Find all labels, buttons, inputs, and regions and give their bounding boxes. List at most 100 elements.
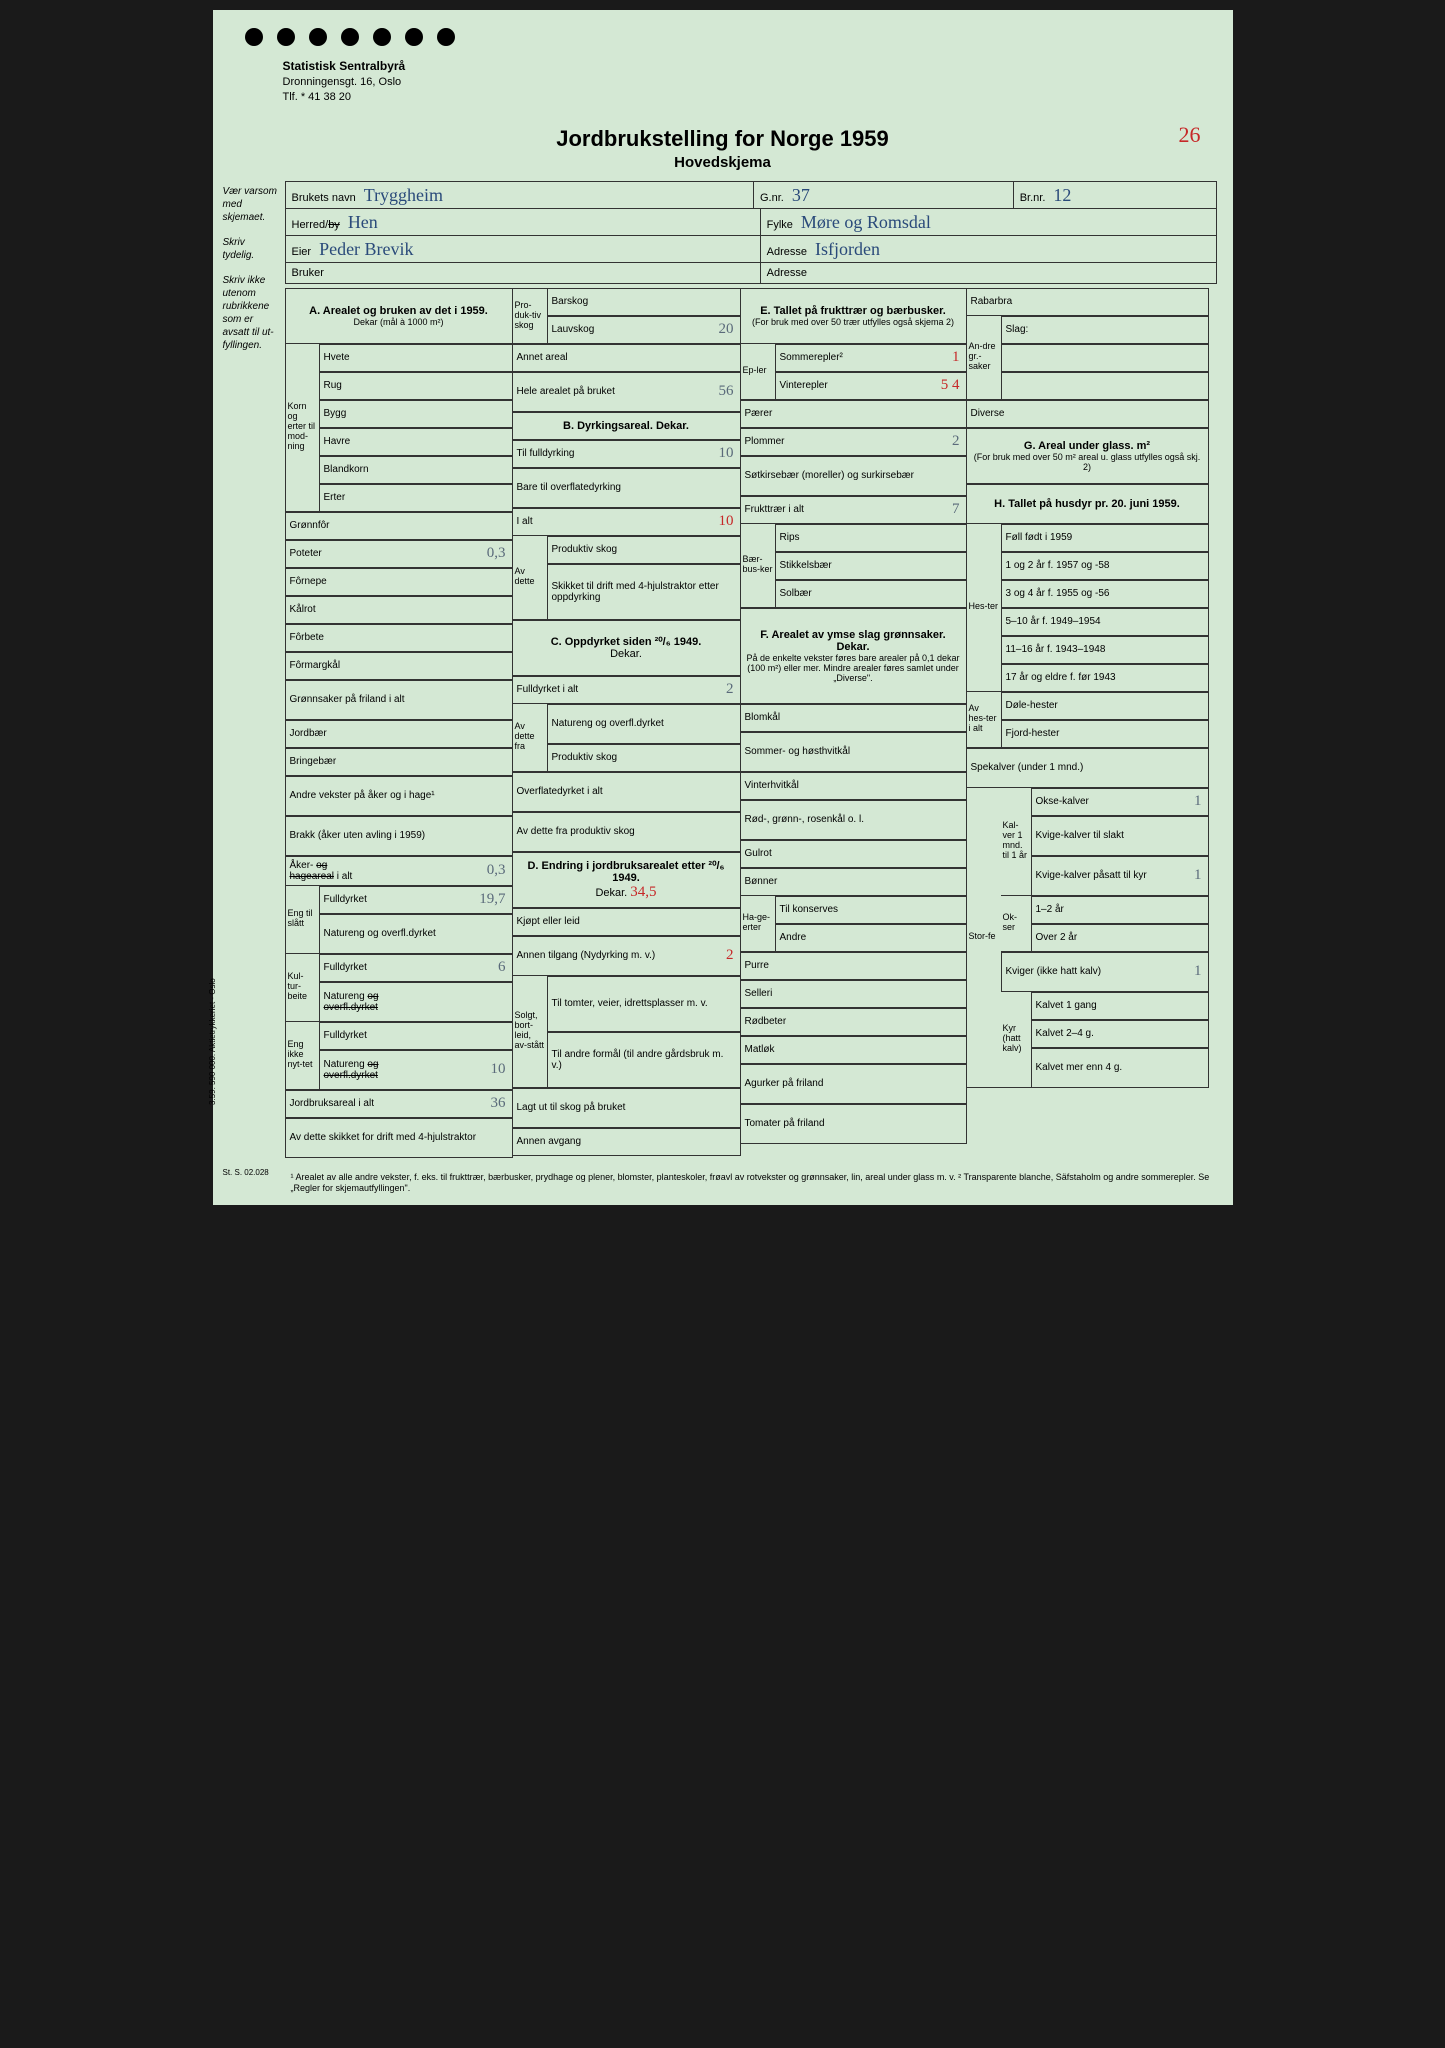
kulturbeite-label: Kul-tur-beite <box>285 954 319 1022</box>
row-gronnsaker: Grønnsaker på friland i alt <box>285 680 513 720</box>
brnr-value: 12 <box>1053 186 1071 204</box>
section-c-title: C. Oppdyrket siden ²⁰/₆ 1949. Dekar. <box>513 620 741 676</box>
row-c-full: Fulldyrket i alt2 <box>513 676 741 704</box>
kalver-label: Kal-ver 1 mnd. til 1 år <box>1001 788 1031 896</box>
row-sommerepler: Sommerepler²1 <box>775 344 967 372</box>
column-a: A. Arealet og bruken av det i 1959. Deka… <box>285 288 513 1158</box>
field-label: G.nr. <box>760 192 784 204</box>
row-dole: Døle-hester <box>1001 692 1209 720</box>
row-k1: Kalvet 1 gang <box>1031 992 1209 1020</box>
column-ef: E. Tallet på frukttrær og bærbusker. (Fo… <box>741 288 967 1158</box>
form-number: St. S. 02.028 <box>223 1168 269 1177</box>
form-page: Statistisk Sentralbyrå Dronningensgt. 16… <box>213 10 1233 1205</box>
section-b-title: B. Dyrkingsareal. Dekar. <box>513 412 741 440</box>
row-ein-nat: Natureng ogoverfl.dyrket10 <box>319 1050 513 1090</box>
row-kjopt: Kjøpt eller leid <box>513 908 741 936</box>
baer-label: Bær-bus-ker <box>741 524 775 608</box>
row-foll: Føll født i 1959 <box>1001 524 1209 552</box>
row-havre: Havre <box>319 428 513 456</box>
row-fjord: Fjord-hester <box>1001 720 1209 748</box>
field-label: Brukets navn <box>292 192 356 204</box>
row-konserves: Til konserves <box>775 896 967 924</box>
row-slag: Slag: <box>1001 316 1209 344</box>
footnote: ¹ Arealet av alle andre vekster, f. eks.… <box>213 1166 1233 1205</box>
gnr-value: 37 <box>792 186 810 204</box>
punch-holes <box>213 10 1233 54</box>
row-kvige-slakt: Kvige-kalver til slakt <box>1031 816 1209 856</box>
section-g-title: G. Areal under glass. m² (For bruk med o… <box>967 428 1209 484</box>
row-kb-full: Fulldyrket6 <box>319 954 513 982</box>
row-blandkorn: Blandkorn <box>319 456 513 484</box>
row-kviger: Kviger (ikke hatt kalv)1 <box>1001 952 1209 992</box>
row-spekalver: Spekalver (under 1 mnd.) <box>967 748 1209 788</box>
row-c-overfl: Overflatedyrket i alt <box>513 772 741 812</box>
row-rabarbra: Rabarbra <box>967 288 1209 316</box>
row-h2: 3 og 4 år f. 1955 og -56 <box>1001 580 1209 608</box>
row-formal: Til andre formål (til andre gårdsbruk m.… <box>547 1032 741 1088</box>
row-lauvskog: Lauvskog20 <box>547 316 741 344</box>
row-c-avprod: Av dette fra produktiv skog <box>513 812 741 852</box>
row-ein-full: Fulldyrket <box>319 1022 513 1050</box>
row-c-nat: Natureng og overfl.dyrket <box>547 704 741 744</box>
row-rod: Rød-, grønn-, rosenkål o. l. <box>741 800 967 840</box>
section-d-title: D. Endring i jordbruksarealet etter ²⁰/₆… <box>513 852 741 908</box>
row-rug: Rug <box>319 372 513 400</box>
andregr-label: An-dre gr.-saker <box>967 316 1001 400</box>
row-solbaer: Solbær <box>775 580 967 608</box>
row-h5: 17 år og eldre f. før 1943 <box>1001 664 1209 692</box>
row-formargkal: Fôrmargkål <box>285 652 513 680</box>
row-c-prod: Produktiv skog <box>547 744 741 772</box>
brukets-navn-value: Tryggheim <box>364 186 443 204</box>
row-matlok: Matløk <box>741 1036 967 1064</box>
row-plommer: Plommer2 <box>741 428 967 456</box>
row-vinter: Vinterhvitkål <box>741 772 967 800</box>
adresse-value: Isfjorden <box>815 240 880 258</box>
row-bare: Bare til overflatedyrking <box>513 468 741 508</box>
epler-label: Ep-ler <box>741 344 775 400</box>
column-b: Pro-duk-tiv skog Barskog Lauvskog20 Anne… <box>513 288 741 1158</box>
row-forbete: Fôrbete <box>285 624 513 652</box>
avdette-label: Av dette <box>513 536 547 620</box>
row-brakk: Brakk (åker uten avling i 1959) <box>285 816 513 856</box>
row-lagtskog: Lagt ut til skog på bruket <box>513 1088 741 1128</box>
eier-value: Peder Brevik <box>319 240 413 258</box>
margin-notes: Vær varsom med skjemaet. Skriv tydelig. … <box>223 181 279 1158</box>
kyr-label: Kyr (hatt kalv) <box>1001 992 1031 1088</box>
row-fulldyrket: Fulldyrket19,7 <box>319 886 513 914</box>
row-natureng: Natureng og overfl.dyrket <box>319 914 513 954</box>
row-rips: Rips <box>775 524 967 552</box>
section-a-sub: Dekar (mål à 1000 m²) <box>353 317 443 327</box>
org-name: Statistisk Sentralbyrå <box>283 58 1233 75</box>
row-tilgang: Annen tilgang (Nydyrking m. v.)2 <box>513 936 741 976</box>
row-bringebaer: Bringebær <box>285 748 513 776</box>
row-kvige-kyr: Kvige-kalver påsatt til kyr1 <box>1031 856 1209 896</box>
row-purre: Purre <box>741 952 967 980</box>
row-fornepe: Fôrnepe <box>285 568 513 596</box>
row-kalrot: Kålrot <box>285 596 513 624</box>
row-aker-ialt: Åker- oghageareal i alt 0,3 <box>285 856 513 886</box>
margin-note: Skriv ikke utenom rubrikkene som er avsa… <box>223 274 279 352</box>
row-rodbeter: Rødbeter <box>741 1008 967 1036</box>
org-address: Dronningensgt. 16, Oslo <box>283 75 1233 90</box>
solgt-label: Solgt, bort-leid, av-stått <box>513 976 547 1088</box>
row-tomter: Til tomter, veier, idrettsplasser m. v. <box>547 976 741 1032</box>
row-andre: Andre <box>775 924 967 952</box>
title-block: Jordbrukstelling for Norge 1959 Hovedskj… <box>213 120 1233 181</box>
storfe-label: Stor-fe <box>967 788 1001 1088</box>
fylke-value: Møre og Romsdal <box>801 213 931 231</box>
page-number: 26 <box>1179 122 1201 148</box>
proskog-label: Pro-duk-tiv skog <box>513 288 547 344</box>
herred-value: Hen <box>348 213 378 231</box>
row-agurker: Agurker på friland <box>741 1064 967 1104</box>
row-tilfull: Til fulldyrking10 <box>513 440 741 468</box>
eng-slatt-label: Eng til slått <box>285 886 319 954</box>
column-gh: Rabarbra An-dre gr.-saker Slag: Diverse … <box>967 288 1209 1158</box>
korn-side-label: Korn og erter til mod-ning <box>285 344 319 512</box>
row-paerer: Pærer <box>741 400 967 428</box>
hester-label: Hes-ter <box>967 524 1001 692</box>
margin-note: Vær varsom med skjemaet. <box>223 185 279 224</box>
row-bonner: Bønner <box>741 868 967 896</box>
row-annet: Annet areal <box>513 344 741 372</box>
form-title: Jordbrukstelling for Norge 1959 <box>213 126 1233 152</box>
row-erter: Erter <box>319 484 513 512</box>
